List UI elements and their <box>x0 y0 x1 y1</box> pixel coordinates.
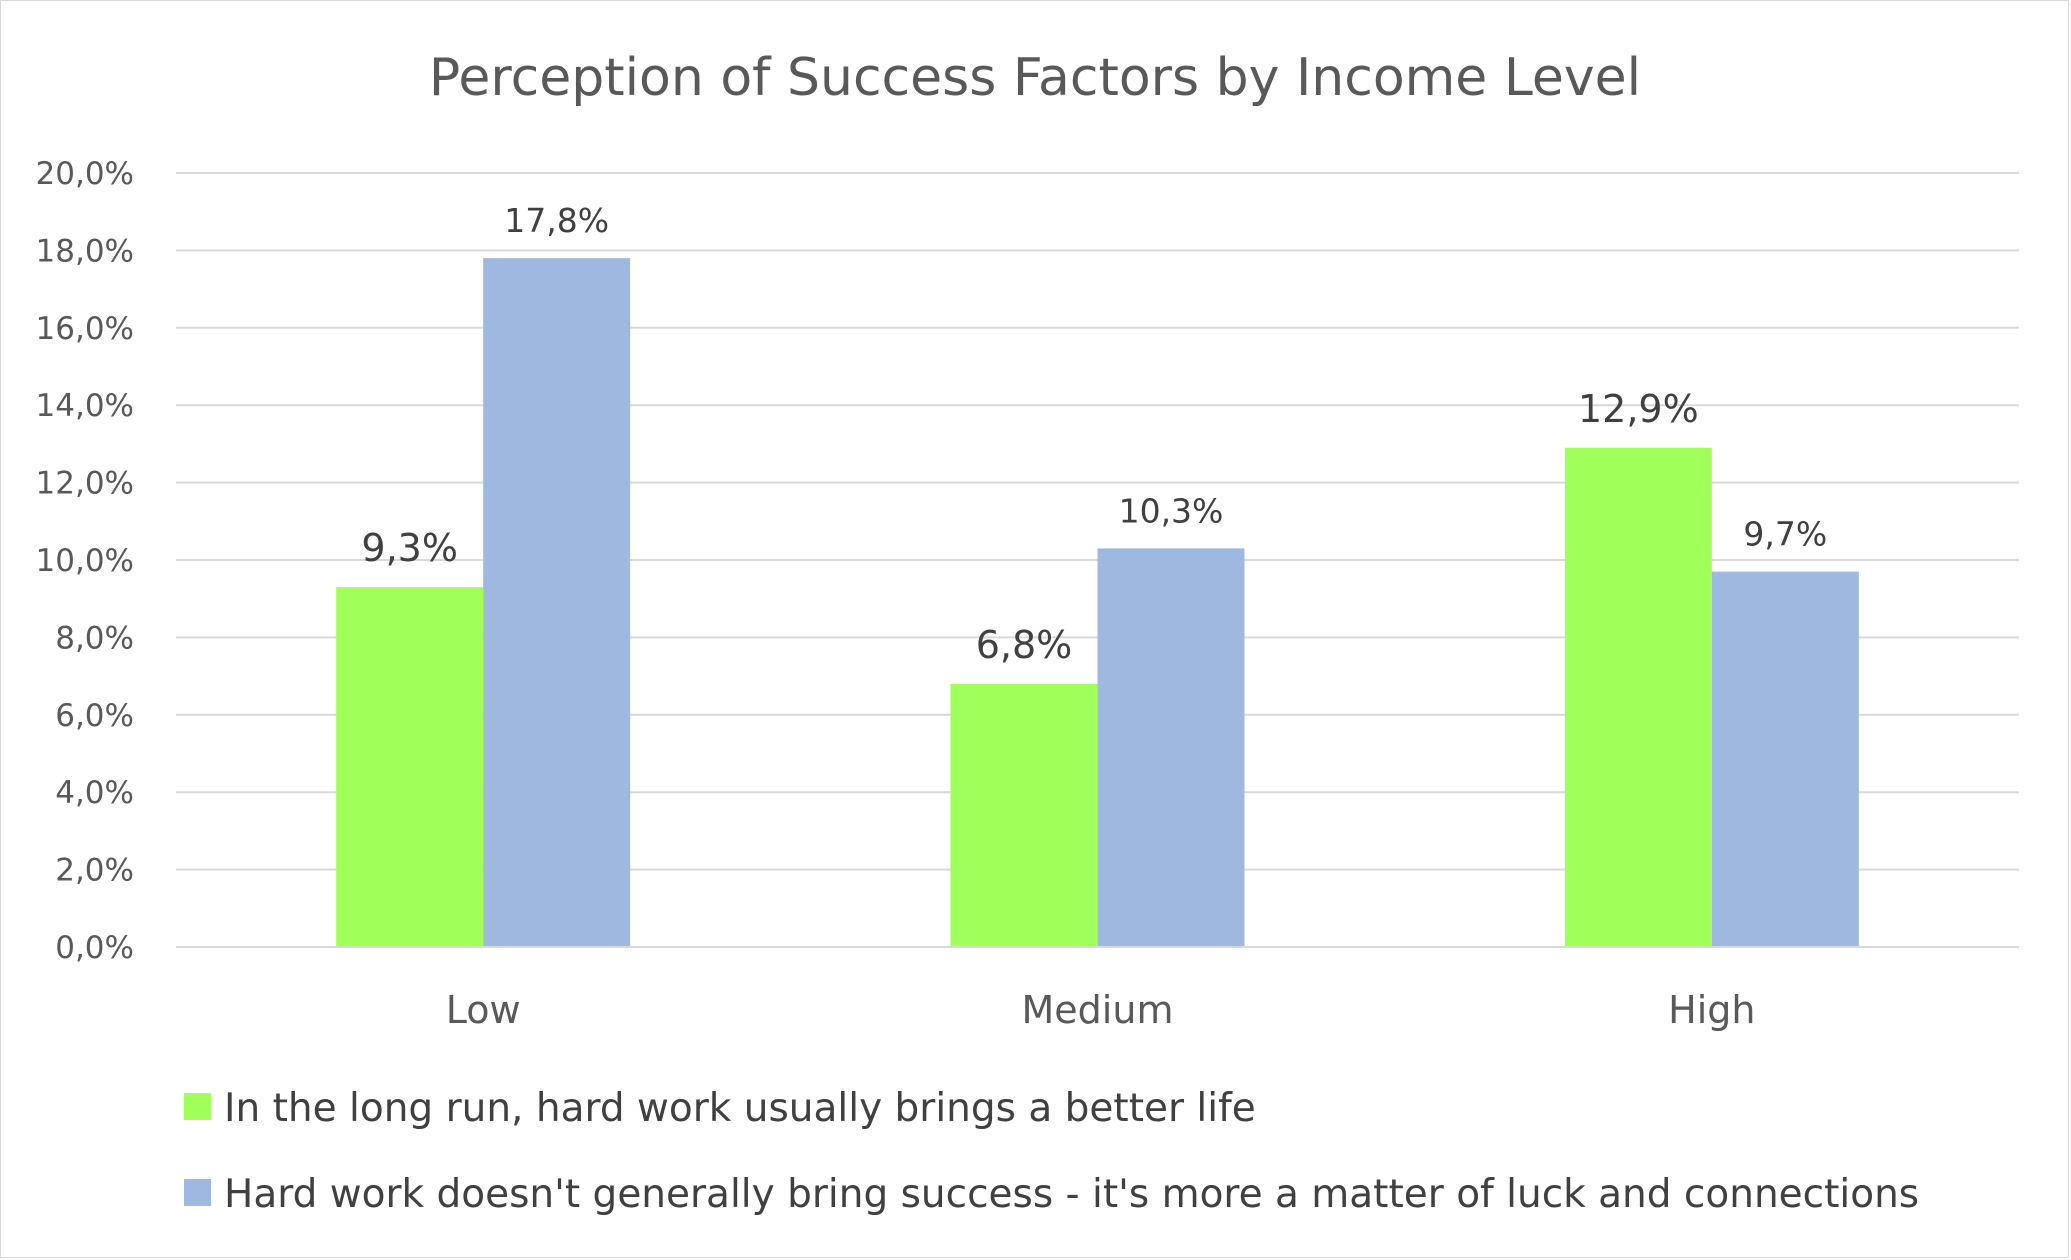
bar-medium-series-1 <box>950 683 1098 947</box>
y-axis-ticks: 0,0% 2,0% 4,0% 6,0% 8,0% 10,0% 12,0% 14,0% 16,0%… <box>36 156 134 966</box>
legend-label: Hard work doesn't generally bring succes… <box>224 1172 1919 1217</box>
y-tick-label: 0,0% <box>55 930 134 966</box>
category-label: Low <box>446 988 521 1032</box>
y-tick-label: 4,0% <box>55 775 134 811</box>
bar-low-series-2 <box>483 258 631 947</box>
y-tick-label: 20,0% <box>36 156 134 192</box>
data-label: 10,3% <box>1119 491 1224 530</box>
legend: In the long run, hard work usually bring… <box>184 1086 1919 1217</box>
data-label: 9,3% <box>361 526 458 570</box>
bar-high-series-2 <box>1711 571 1859 947</box>
y-tick-label: 12,0% <box>36 466 134 502</box>
bar-medium-series-2 <box>1097 548 1245 947</box>
legend-swatch <box>184 1179 211 1206</box>
category-label: High <box>1668 988 1755 1032</box>
y-tick-label: 10,0% <box>36 543 134 579</box>
chart-title: Perception of Success Factors by Income … <box>429 48 1641 108</box>
y-tick-label: 6,0% <box>55 698 134 734</box>
category-labels: Low Medium High <box>446 988 1756 1032</box>
bar-high-series-1 <box>1564 447 1712 947</box>
data-label: 6,8% <box>976 623 1073 667</box>
data-label: 9,7% <box>1743 515 1827 554</box>
data-labels: 9,3% 17,8% 6,8% 10,3% 12,9% 9,7% <box>361 201 1827 667</box>
bar-low-series-1 <box>336 587 484 947</box>
y-tick-label: 16,0% <box>36 311 134 347</box>
data-label: 12,9% <box>1578 387 1699 431</box>
y-tick-label: 8,0% <box>55 620 134 656</box>
bars <box>336 258 1859 947</box>
y-tick-label: 14,0% <box>36 388 134 424</box>
y-tick-label: 18,0% <box>36 233 134 269</box>
y-tick-label: 2,0% <box>55 853 134 889</box>
legend-label: In the long run, hard work usually bring… <box>224 1086 1256 1131</box>
legend-swatch <box>184 1093 211 1120</box>
category-label: Medium <box>1022 988 1174 1032</box>
data-label: 17,8% <box>504 201 609 240</box>
